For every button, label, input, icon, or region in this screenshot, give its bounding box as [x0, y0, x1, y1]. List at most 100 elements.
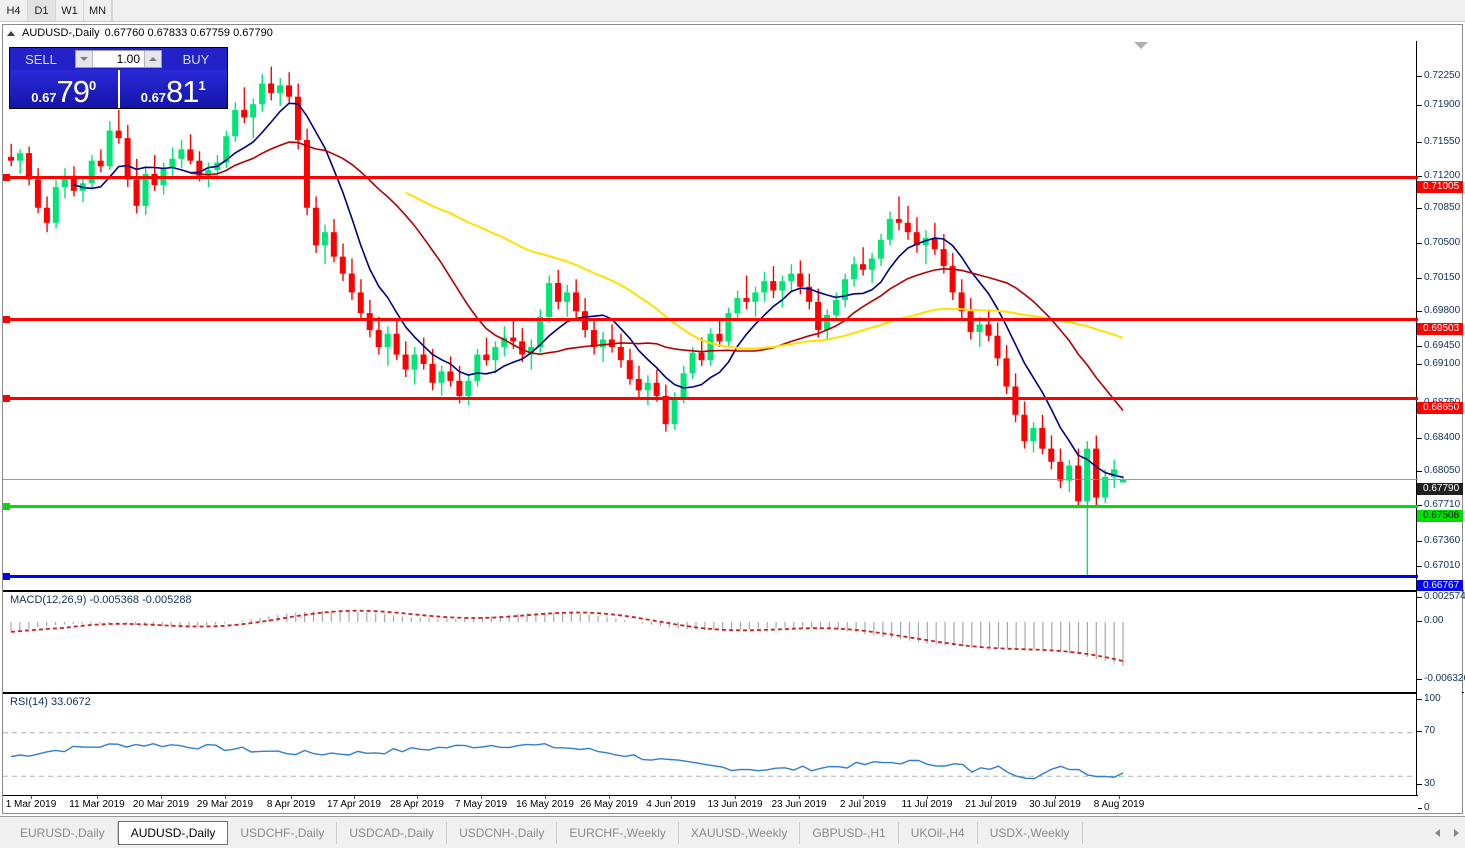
- chart-tab-usdcaddaily[interactable]: USDCAD-,Daily: [337, 821, 448, 844]
- price-scale-label: 0.67710: [1424, 499, 1461, 510]
- price-scale-tick: [1417, 566, 1422, 567]
- time-scale-tick: [671, 796, 672, 799]
- time-scale-label: 2 Jul 2019: [839, 799, 887, 810]
- time-scale-label: 17 Apr 2019: [327, 799, 381, 810]
- rsi-line: [10, 742, 1124, 780]
- chart-tab-usdchfdaily[interactable]: USDCHF-,Daily: [228, 821, 338, 844]
- current-bid-badge[interactable]: 0.67790: [1417, 483, 1463, 495]
- price-scale-tick: [1417, 505, 1422, 506]
- scroll-right-icon[interactable]: [1454, 828, 1459, 837]
- buy-price-main: 81: [166, 74, 199, 109]
- rsi-panel[interactable]: RSI(14) 33.0672: [3, 693, 1418, 813]
- price-scale-label: 0.70500: [1424, 237, 1461, 248]
- scale-label: 100: [1424, 693, 1441, 704]
- buy-price-prefix: 0.67: [140, 90, 167, 105]
- support-line-67508[interactable]: [3, 505, 1418, 508]
- chart-window: AUDUSD-,Daily 0.67760 0.67833 0.67759 0.…: [2, 24, 1465, 814]
- time-scale-tick: [799, 796, 800, 799]
- chart-tab-usdcnhdaily[interactable]: USDCNH-,Daily: [447, 821, 558, 844]
- volume-decrease-button[interactable]: [76, 51, 93, 67]
- toolbar-empty-area: [112, 0, 1465, 21]
- chart-tab-gbpusdh1[interactable]: GBPUSD-,H1: [800, 821, 899, 844]
- scale-label: 0.002574: [1424, 591, 1465, 602]
- time-scale-label: 13 Jun 2019: [707, 799, 763, 810]
- timeframe-button-d1[interactable]: D1: [28, 0, 56, 21]
- time-scale-tick: [991, 796, 992, 799]
- resistance-line-69503[interactable]: [3, 318, 1418, 321]
- timeframe-label: H4: [6, 4, 21, 17]
- time-scale-axis[interactable]: 1 Mar 2019 11 Mar 2019 20 Mar 2019 29 Mar 2…: [3, 795, 1418, 813]
- scroll-left-icon[interactable]: [1435, 828, 1440, 837]
- ma-slow-line: [405, 191, 1124, 350]
- time-scale-label: 16 May 2019: [516, 799, 574, 810]
- resistance-line-handle-69503[interactable]: [3, 316, 10, 323]
- time-scale-tick: [291, 796, 292, 799]
- sell-button[interactable]: 0.67 79 0: [10, 70, 118, 108]
- price-scale-label: 0.71900: [1424, 99, 1461, 110]
- volume-stepper[interactable]: 1.00: [75, 50, 162, 68]
- chart-tab-audusddaily[interactable]: AUDUSD-,Daily: [117, 820, 229, 845]
- support-level-badge-blue[interactable]: 0.66767: [1417, 580, 1463, 592]
- timeframe-button-mn[interactable]: MN: [84, 0, 112, 21]
- volume-input[interactable]: 1.00: [93, 51, 144, 67]
- timeframe-button-h4[interactable]: H4: [0, 0, 28, 21]
- price-scale-label: 0.68050: [1424, 465, 1461, 476]
- time-scale-label: 30 Jul 2019: [1029, 799, 1081, 810]
- time-scale-tick: [545, 796, 546, 799]
- time-scale-tick: [354, 796, 355, 799]
- macd-signal-line: [10, 609, 1124, 662]
- time-scale-label: 28 Apr 2019: [390, 799, 444, 810]
- sell-price-fraction: 0: [89, 78, 97, 93]
- triangle-up-icon[interactable]: [7, 30, 15, 36]
- chart-tab-eurchfweekly[interactable]: EURCHF-,Weekly: [557, 821, 679, 844]
- main-price-plot[interactable]: [3, 41, 1418, 586]
- price-scale-label: 0.67360: [1424, 535, 1461, 546]
- timeframe-toolbar: H4 D1 W1 MN: [0, 0, 1465, 22]
- chart-tab-list: EURUSD-,Daily AUDUSD-,Daily USDCHF-,Daily U…: [8, 820, 1083, 845]
- scale-label: 0.00: [1424, 615, 1444, 626]
- scale-tick: [1417, 597, 1422, 598]
- time-scale-tick: [1055, 796, 1056, 799]
- scale-tick: [1417, 699, 1422, 700]
- chart-tab-xauusdweekly[interactable]: XAUUSD-,Weekly: [679, 821, 801, 844]
- time-scale-tick: [31, 796, 32, 799]
- chart-tab-ukoilh4[interactable]: UKOil-,H4: [899, 821, 978, 844]
- support-line-handle-67508[interactable]: [3, 503, 10, 510]
- volume-increase-button[interactable]: [144, 51, 161, 67]
- resistance-line-71005[interactable]: [3, 176, 1418, 179]
- trade-panel-top-row: SELL 1.00 BUY: [10, 48, 227, 70]
- chart-tab-usdxweekly[interactable]: USDX-,Weekly: [978, 821, 1083, 844]
- resistance-level-badge-1[interactable]: 0.71005: [1417, 181, 1463, 193]
- price-scale-label: 0.71550: [1424, 136, 1461, 147]
- time-scale-label: 23 Jun 2019: [771, 799, 827, 810]
- support-line-handle-66767[interactable]: [3, 573, 10, 580]
- scale-label: -0.006326: [1424, 673, 1465, 684]
- resistance-line-handle-71005[interactable]: [3, 174, 10, 181]
- trade-panel-prices-row: 0.67 79 0 0.67 81 1: [10, 70, 227, 108]
- price-scale-label: 0.72250: [1424, 70, 1461, 81]
- chart-tab-eurusddaily[interactable]: EURUSD-,Daily: [8, 821, 118, 844]
- support-level-badge-green[interactable]: 0.67508: [1417, 510, 1463, 522]
- chevron-up-icon: [149, 57, 157, 61]
- price-scale-tick: [1417, 278, 1422, 279]
- price-scale-tick: [1417, 208, 1422, 209]
- support-line-66767[interactable]: [3, 575, 1418, 578]
- scale-tick: [1417, 731, 1422, 732]
- resistance-line-handle-68650[interactable]: [3, 395, 10, 402]
- tab-scroll-controls: [1435, 828, 1459, 837]
- time-scale-label: 8 Apr 2019: [266, 799, 316, 810]
- resistance-level-badge-3[interactable]: 0.68650: [1417, 402, 1463, 414]
- macd-indicator-label: MACD(12,26,9) -0.005368 -0.005288: [8, 594, 194, 606]
- chevron-down-icon: [80, 57, 88, 61]
- time-scale-label: 21 Jul 2019: [965, 799, 1017, 810]
- timeframe-button-w1[interactable]: W1: [56, 0, 84, 21]
- time-scale-tick: [481, 796, 482, 799]
- time-scale-tick: [1119, 796, 1120, 799]
- macd-panel[interactable]: MACD(12,26,9) -0.005368 -0.005288: [3, 591, 1418, 690]
- resistance-line-68650[interactable]: [3, 397, 1418, 400]
- sell-label: SELL: [10, 48, 72, 70]
- buy-button[interactable]: 0.67 81 1: [117, 70, 227, 109]
- ma-fast-line: [73, 102, 1124, 479]
- chart-scroll-marker-icon[interactable]: [1134, 42, 1148, 49]
- resistance-level-badge-2[interactable]: 0.69503: [1417, 323, 1463, 335]
